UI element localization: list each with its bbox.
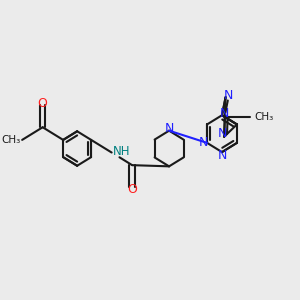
Text: N: N bbox=[199, 136, 208, 149]
Text: N: N bbox=[218, 127, 227, 140]
Text: O: O bbox=[127, 183, 137, 196]
Text: O: O bbox=[38, 97, 48, 110]
Text: N: N bbox=[164, 122, 174, 135]
Text: N: N bbox=[217, 149, 227, 162]
Text: N: N bbox=[224, 89, 233, 102]
Text: N: N bbox=[220, 107, 230, 120]
Text: NH: NH bbox=[113, 145, 130, 158]
Text: CH₃: CH₃ bbox=[254, 112, 273, 122]
Text: CH₃: CH₃ bbox=[2, 135, 21, 145]
